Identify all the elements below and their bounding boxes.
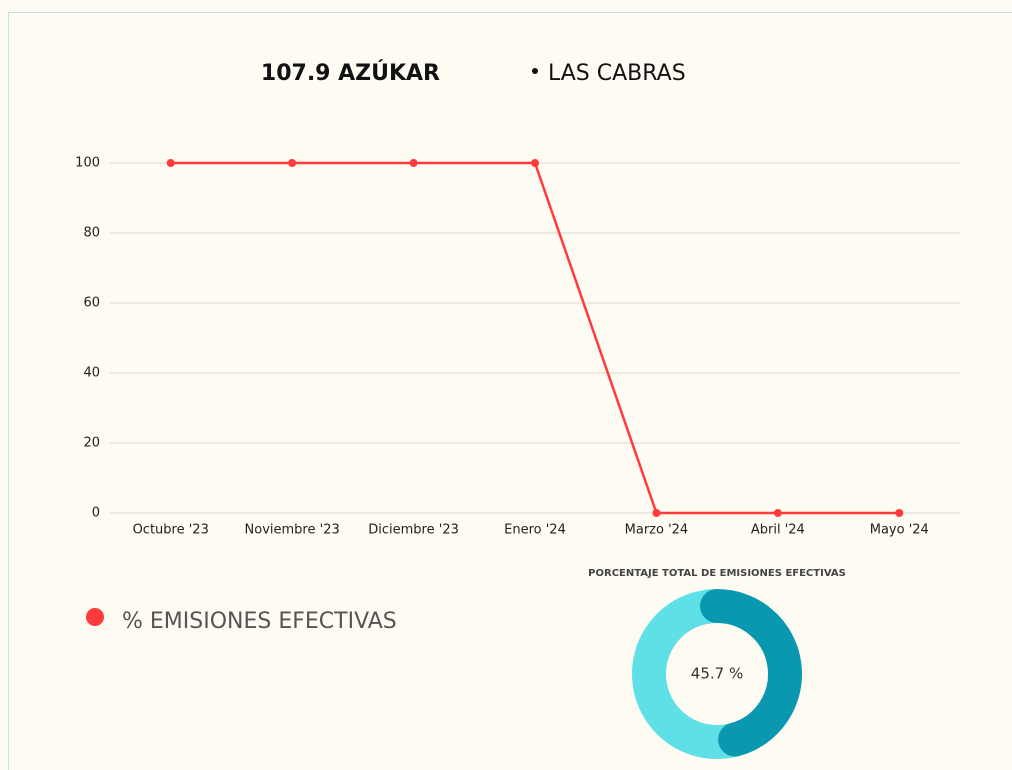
- data-point: [773, 509, 782, 517]
- x-tick-label: Noviembre '23: [245, 523, 340, 538]
- data-point: [531, 159, 539, 167]
- y-tick-label: 0: [92, 506, 100, 521]
- data-point: [409, 159, 418, 167]
- title-separator: [532, 68, 538, 74]
- donut-segment: [632, 589, 740, 759]
- x-tick-label: Mayo '24: [870, 523, 929, 538]
- donut-segment: [700, 589, 802, 757]
- data-point: [895, 509, 904, 517]
- data-point: [288, 159, 297, 167]
- data-point: [652, 509, 661, 517]
- y-tick-label: 20: [83, 436, 100, 451]
- chart-title: 107.9 AZÚKAR: [261, 60, 440, 86]
- data-point: [166, 159, 175, 167]
- legend-label: % EMISIONES EFECTIVAS: [122, 609, 397, 634]
- x-tick-label: Enero '24: [504, 523, 566, 538]
- y-tick-label: 80: [83, 226, 100, 241]
- y-tick-label: 60: [83, 296, 100, 311]
- x-tick-label: Octubre '23: [133, 523, 209, 538]
- legend-swatch: [86, 608, 104, 626]
- donut-title: PORCENTAJE TOTAL DE EMISIONES EFECTIVAS: [588, 568, 846, 579]
- x-tick-label: Diciembre '23: [368, 523, 459, 538]
- donut-center-label: 45.7 %: [691, 665, 743, 683]
- chart-subtitle: LAS CABRAS: [548, 61, 686, 86]
- x-tick-label: Marzo '24: [625, 523, 689, 538]
- y-tick-label: 40: [83, 366, 100, 381]
- x-tick-label: Abril '24: [751, 523, 805, 538]
- y-tick-label: 100: [75, 156, 100, 171]
